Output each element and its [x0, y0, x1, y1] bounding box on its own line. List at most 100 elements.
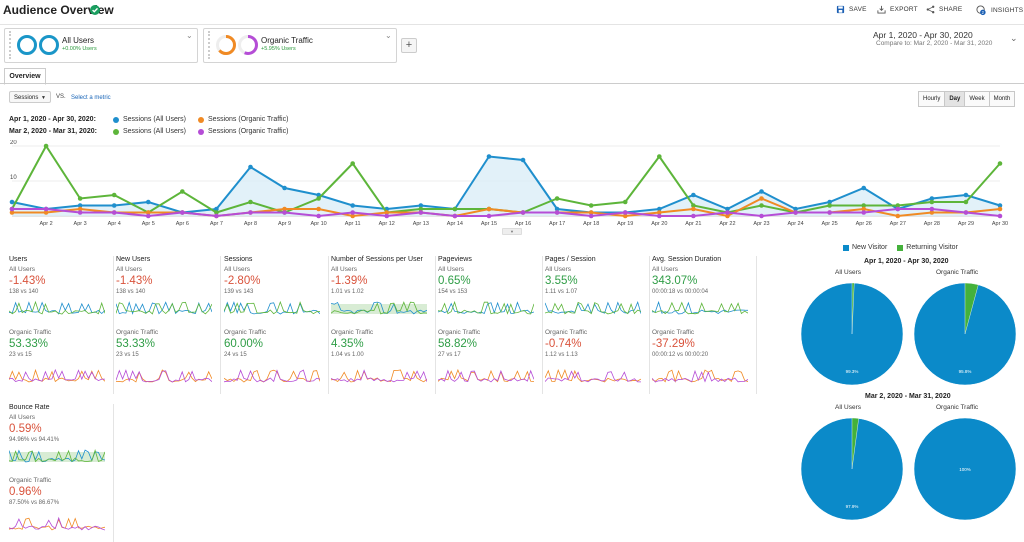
data-point[interactable] — [214, 206, 219, 212]
data-point[interactable] — [9, 206, 15, 212]
granularity-day[interactable]: Day — [944, 91, 966, 107]
data-point[interactable] — [997, 213, 1003, 219]
export-button[interactable]: EXPORT — [877, 5, 918, 14]
legend-item[interactable]: Sessions (Organic Traffic) — [198, 116, 288, 123]
data-point[interactable] — [895, 203, 901, 208]
data-point[interactable] — [350, 213, 355, 219]
data-point[interactable] — [282, 206, 287, 212]
data-point[interactable] — [316, 206, 321, 212]
data-point[interactable] — [486, 154, 492, 159]
data-point[interactable] — [827, 199, 832, 205]
date-range-picker[interactable]: Apr 1, 2020 - Apr 30, 2020 — [873, 30, 973, 40]
data-point[interactable] — [895, 206, 901, 212]
data-point[interactable] — [384, 210, 390, 215]
data-point[interactable] — [77, 210, 83, 215]
data-point[interactable] — [691, 213, 696, 219]
data-point[interactable] — [418, 206, 424, 212]
select-metric-link[interactable]: Select a metric — [71, 95, 111, 101]
data-point[interactable] — [486, 206, 492, 212]
pie-slice-returning-visitor[interactable] — [851, 417, 859, 470]
scorecard-number-of-sessions-per-user[interactable]: Number of Sessions per User All Users -1… — [331, 256, 436, 394]
sessions-line-chart[interactable]: 20 10 Apr 2 Apr 3 Apr 4 Apr 5 Apr 6 Apr 7 Apr 8 A… — [0, 140, 1024, 236]
data-point[interactable] — [827, 210, 832, 215]
granularity-hourly[interactable]: Hourly — [918, 91, 946, 107]
granularity-week[interactable]: Week — [964, 91, 990, 107]
data-point[interactable] — [997, 206, 1003, 212]
drag-handle[interactable] — [208, 31, 211, 59]
data-point[interactable] — [827, 203, 832, 208]
data-point[interactable] — [486, 213, 492, 219]
data-point[interactable] — [248, 199, 253, 205]
metric-select[interactable]: Sessions ▼ — [9, 91, 51, 103]
data-point[interactable] — [248, 210, 253, 215]
save-button[interactable]: SAVE — [836, 5, 867, 14]
scorecard-pages-session[interactable]: Pages / Session All Users 3.55% 1.11 vs … — [545, 256, 650, 394]
data-point[interactable] — [248, 164, 253, 170]
segment-organic-traffic[interactable]: Organic Traffic +5.95% Users ⌄ — [203, 28, 397, 63]
data-point[interactable] — [350, 203, 355, 208]
pie-chart[interactable]: 97.9% — [800, 417, 904, 521]
data-point[interactable] — [43, 143, 49, 149]
scorecard-users[interactable]: Users All Users -1.43% 138 vs 140 Organi… — [9, 256, 114, 394]
data-point[interactable] — [43, 206, 49, 212]
data-point[interactable] — [861, 185, 867, 191]
data-point[interactable] — [622, 213, 628, 219]
data-point[interactable] — [9, 199, 15, 205]
data-point[interactable] — [861, 206, 867, 212]
data-point[interactable] — [759, 189, 764, 194]
data-point[interactable] — [759, 196, 764, 201]
data-point[interactable] — [929, 206, 935, 212]
data-point[interactable] — [622, 199, 628, 205]
data-point[interactable] — [793, 206, 798, 212]
pie-slice-returning-visitor[interactable] — [851, 282, 855, 335]
insights-button[interactable]: 2 INSIGHTS — [976, 5, 1023, 16]
chart-resize-handle[interactable]: ▼ — [502, 228, 522, 235]
pie-chart[interactable]: 100% — [913, 417, 1017, 521]
data-point[interactable] — [725, 213, 730, 219]
pie-chart[interactable]: 95.8% — [913, 282, 1017, 386]
share-button[interactable]: SHARE — [926, 5, 962, 14]
pie-slice-new-visitor[interactable] — [913, 417, 1017, 521]
legend-item[interactable]: Sessions (All Users) — [113, 128, 186, 135]
scorecard-bounce-rate[interactable]: Bounce Rate All Users 0.59% 94.96% vs 94… — [9, 404, 114, 542]
data-point[interactable] — [725, 210, 730, 215]
data-point[interactable] — [180, 210, 185, 215]
data-point[interactable] — [759, 213, 764, 219]
data-point[interactable] — [452, 206, 458, 212]
data-point[interactable] — [77, 203, 83, 208]
scorecard-pageviews[interactable]: Pageviews All Users 0.65% 154 vs 153 Org… — [438, 256, 543, 394]
data-point[interactable] — [554, 206, 560, 212]
data-point[interactable] — [77, 206, 83, 212]
data-point[interactable] — [963, 210, 969, 215]
data-point[interactable] — [452, 213, 458, 219]
data-point[interactable] — [657, 154, 662, 159]
segment-all-users[interactable]: All Users +0.00% Users ⌄ — [4, 28, 198, 63]
data-point[interactable] — [657, 210, 662, 215]
data-point[interactable] — [350, 210, 355, 215]
tab-overview[interactable]: Overview — [4, 68, 46, 85]
legend-item[interactable]: Sessions (All Users) — [113, 116, 186, 123]
data-point[interactable] — [282, 185, 287, 191]
data-point[interactable] — [929, 199, 935, 205]
chevron-down-icon[interactable]: ⌄ — [186, 31, 193, 40]
data-point[interactable] — [350, 161, 355, 166]
data-point[interactable] — [759, 203, 764, 208]
pie-slice-returning-visitor[interactable] — [964, 282, 979, 335]
legend-item[interactable]: Sessions (Organic Traffic) — [198, 128, 288, 135]
data-point[interactable] — [282, 210, 287, 215]
data-point[interactable] — [180, 189, 185, 194]
scorecard-new-users[interactable]: New Users All Users -1.43% 138 vs 140 Or… — [116, 256, 221, 394]
data-point[interactable] — [657, 206, 662, 212]
data-point[interactable] — [520, 210, 526, 215]
data-point[interactable] — [214, 213, 219, 219]
data-point[interactable] — [145, 213, 151, 219]
data-point[interactable] — [554, 196, 560, 201]
data-point[interactable] — [43, 210, 49, 215]
drag-handle[interactable] — [9, 31, 12, 59]
data-point[interactable] — [895, 213, 901, 219]
scorecard-sessions[interactable]: Sessions All Users -2.80% 139 vs 143 Org… — [224, 256, 329, 394]
data-point[interactable] — [963, 199, 969, 205]
data-point[interactable] — [588, 203, 594, 208]
chevron-down-icon[interactable]: ⌄ — [385, 31, 392, 40]
data-point[interactable] — [963, 192, 969, 198]
